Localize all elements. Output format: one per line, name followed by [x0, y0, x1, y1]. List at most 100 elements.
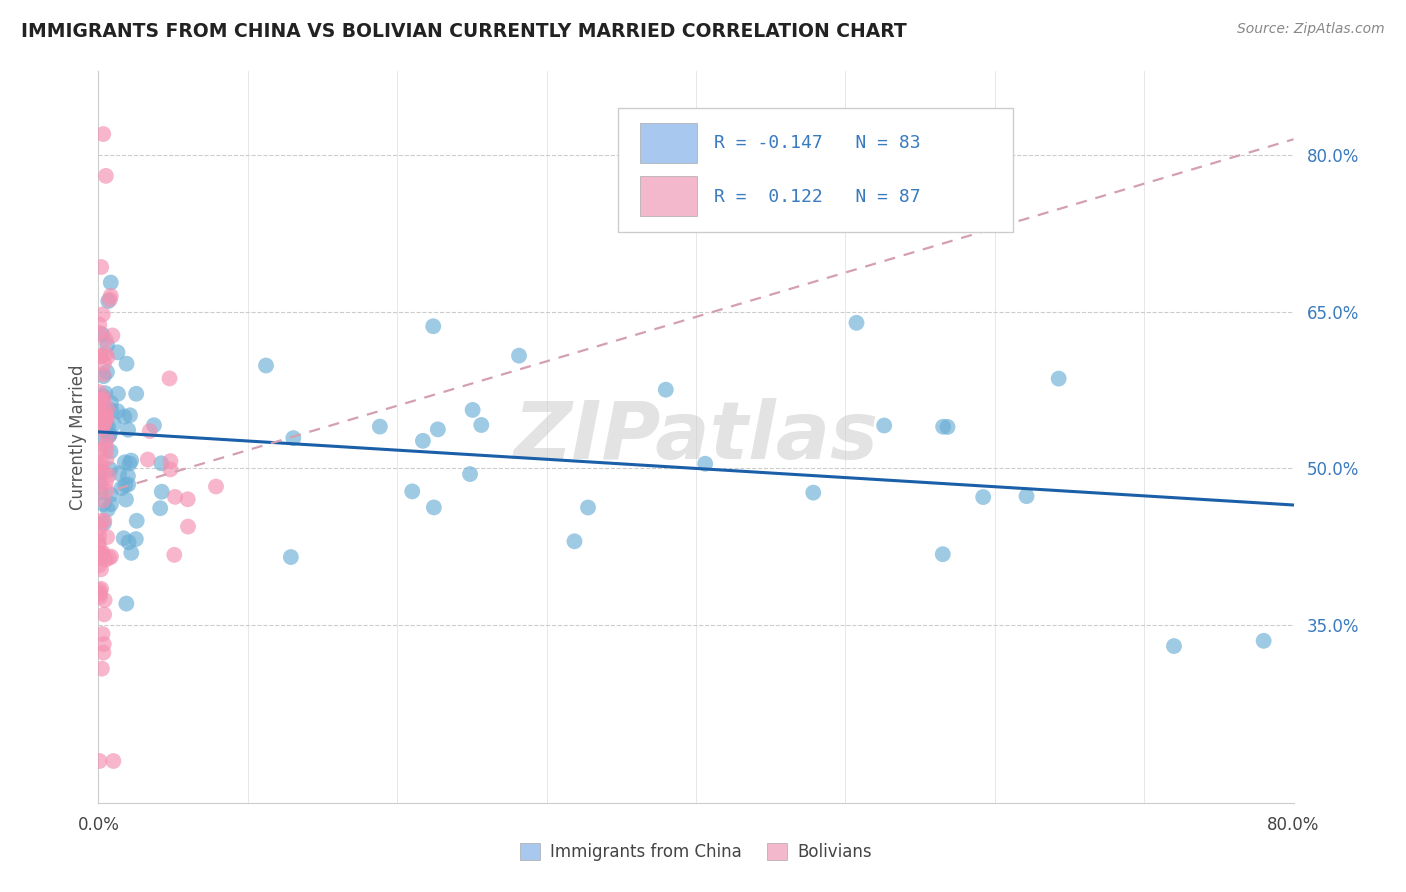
Point [695, 457, 717, 471]
Point [89, 547, 111, 561]
Point [87, 535, 110, 549]
Point [100, 497, 122, 511]
Point [159, 462, 181, 476]
Point [159, 454, 181, 468]
Point [94, 386, 117, 401]
Point [470, 417, 492, 432]
Point [117, 469, 139, 483]
Point [100, 289, 122, 303]
Point [89, 406, 111, 420]
Point [101, 328, 124, 343]
Point [94, 409, 117, 423]
Point [93, 593, 115, 607]
Point [89, 590, 111, 604]
Point [159, 371, 181, 385]
FancyBboxPatch shape [619, 108, 1012, 232]
Point [96, 432, 118, 446]
Point [576, 500, 599, 515]
Point [112, 531, 135, 545]
Point [93, 356, 115, 370]
Point [93, 607, 115, 622]
Point [96, 401, 118, 416]
Point [89, 418, 111, 433]
Point [93, 497, 115, 511]
Point [401, 484, 423, 499]
Point [107, 386, 129, 401]
Point [100, 488, 122, 502]
Point [90, 547, 112, 561]
Point [91, 493, 114, 508]
Point [90, 547, 112, 561]
Point [143, 418, 166, 433]
Point [423, 500, 446, 515]
Point [98, 429, 121, 443]
Point [103, 417, 125, 431]
Point [422, 319, 444, 334]
Point [89, 754, 111, 768]
Point [89, 318, 111, 332]
Point [932, 419, 955, 434]
Point [90, 514, 112, 528]
Point [87, 549, 110, 563]
Point [100, 403, 122, 417]
Point [163, 490, 186, 504]
Point [98, 462, 121, 476]
Point [120, 546, 142, 560]
Point [87, 545, 110, 559]
Point [96, 452, 118, 467]
Point [138, 424, 160, 438]
Text: R =  0.122   N = 87: R = 0.122 N = 87 [714, 188, 921, 206]
Point [125, 532, 148, 546]
Point [117, 423, 139, 437]
Point [115, 357, 138, 371]
Point [368, 419, 391, 434]
Point [94, 552, 117, 566]
Point [97, 468, 120, 483]
Point [112, 409, 135, 424]
Point [87, 529, 110, 543]
Point [283, 431, 305, 445]
Point [100, 444, 122, 458]
Point [150, 456, 173, 470]
Point [93, 415, 115, 429]
Point [87, 466, 110, 480]
Point [93, 391, 115, 405]
Point [91, 127, 114, 141]
Point [87, 551, 110, 566]
Point [801, 485, 824, 500]
Point [96, 365, 118, 379]
Point [89, 326, 111, 340]
Point [97, 502, 120, 516]
Point [90, 349, 112, 363]
Point [120, 453, 142, 467]
Point [94, 417, 117, 431]
Point [103, 754, 125, 768]
Point [125, 386, 148, 401]
Point [936, 420, 959, 434]
Y-axis label: Currently Married: Currently Married [69, 364, 87, 510]
Point [1163, 639, 1185, 653]
Point [90, 455, 112, 469]
Point [91, 413, 114, 427]
Point [136, 452, 159, 467]
Point [94, 169, 117, 183]
Point [96, 443, 118, 458]
Point [117, 535, 139, 549]
Point [91, 545, 114, 559]
Point [94, 475, 117, 490]
Point [115, 597, 138, 611]
Point [91, 368, 114, 382]
Point [873, 418, 896, 433]
Point [149, 501, 172, 516]
Point [91, 307, 114, 321]
Point [93, 514, 115, 528]
Point [93, 646, 115, 660]
Point [125, 514, 148, 528]
Point [508, 349, 530, 363]
Point [90, 662, 112, 676]
Point [115, 492, 138, 507]
Point [91, 327, 114, 342]
Point [89, 475, 111, 489]
Point [87, 538, 110, 552]
Point [90, 422, 112, 436]
